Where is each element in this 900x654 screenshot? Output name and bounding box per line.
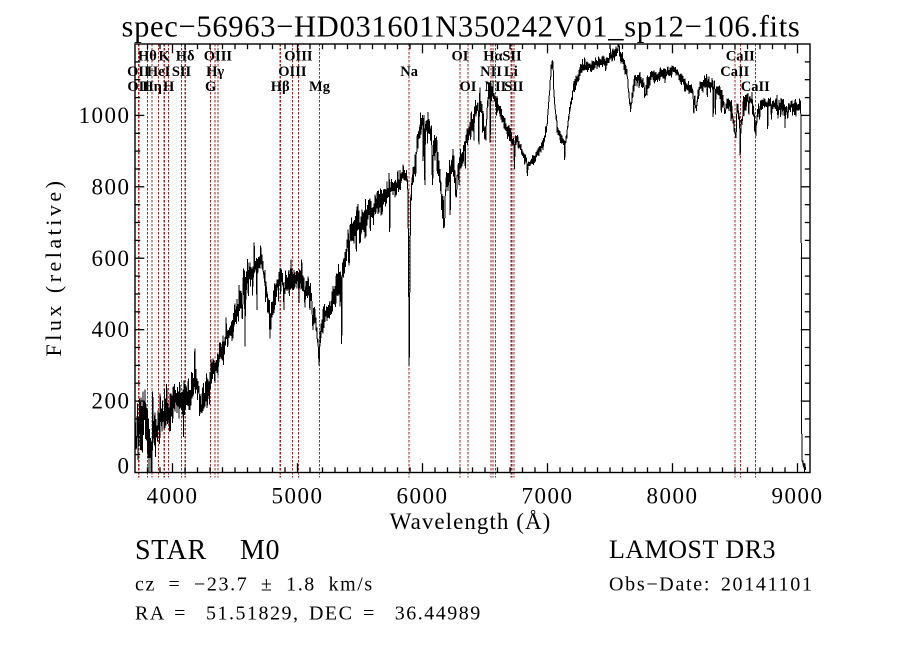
svg-text:OIII: OIII (204, 49, 233, 65)
svg-text:G: G (205, 79, 216, 95)
svg-text:OIII: OIII (278, 64, 307, 80)
svg-text:OI: OI (460, 79, 477, 95)
svg-text:Flux (relative): Flux (relative) (41, 178, 66, 357)
svg-text:Na: Na (400, 64, 418, 80)
svg-text:RA = 51.51829, DEC = 36.4498: RA = 51.51829, DEC = 36.44989 (135, 603, 482, 625)
svg-text:1000: 1000 (79, 103, 131, 128)
svg-text:Obs−Date: 20141101: Obs−Date: 20141101 (609, 574, 814, 596)
svg-text:HeI: HeI (147, 64, 171, 80)
svg-text:9000: 9000 (772, 484, 824, 509)
svg-text:LAMOST DR3: LAMOST DR3 (609, 535, 776, 564)
svg-text:0: 0 (118, 454, 131, 479)
svg-text:CaII: CaII (726, 49, 755, 65)
svg-text:CaII: CaII (741, 79, 770, 95)
svg-text:200: 200 (92, 389, 131, 414)
svg-text:M0: M0 (240, 535, 280, 566)
svg-text:Li: Li (504, 64, 518, 80)
svg-text:H: H (163, 79, 175, 95)
svg-text:600: 600 (92, 246, 131, 271)
svg-text:Hβ: Hβ (271, 79, 290, 95)
svg-text:K: K (159, 49, 171, 65)
svg-text:SII: SII (172, 64, 192, 80)
svg-text:OII: OII (127, 79, 150, 95)
svg-text:SII: SII (502, 49, 522, 65)
svg-text:spec−56963−HD031601N350242V01_: spec−56963−HD031601N350242V01_sp12−106.f… (122, 10, 801, 44)
svg-text:Hδ: Hδ (176, 49, 195, 65)
svg-text:cz = −23.7 ± 1.8 km/s: cz = −23.7 ± 1.8 km/s (135, 574, 374, 596)
svg-text:800: 800 (92, 174, 131, 199)
svg-text:NII: NII (480, 64, 502, 80)
svg-text:8000: 8000 (647, 484, 699, 509)
svg-text:Hη: Hη (142, 79, 162, 95)
svg-text:4000: 4000 (147, 484, 199, 509)
svg-text:400: 400 (92, 317, 131, 342)
svg-text:Mg: Mg (309, 79, 331, 95)
svg-text:7000: 7000 (522, 484, 574, 509)
svg-text:OIII: OIII (284, 49, 313, 65)
svg-text:Hθ: Hθ (138, 49, 157, 65)
svg-text:Hα: Hα (483, 49, 502, 65)
svg-text:STAR: STAR (135, 535, 207, 566)
svg-text:OII: OII (127, 64, 150, 80)
svg-text:CaII: CaII (720, 64, 749, 80)
svg-text:SII: SII (504, 79, 524, 95)
svg-text:Hγ: Hγ (206, 64, 224, 80)
svg-text:5000: 5000 (272, 484, 324, 509)
svg-text:OI: OI (452, 49, 469, 65)
svg-text:6000: 6000 (397, 484, 449, 509)
svg-text:Wavelength (Å): Wavelength (Å) (390, 509, 552, 534)
